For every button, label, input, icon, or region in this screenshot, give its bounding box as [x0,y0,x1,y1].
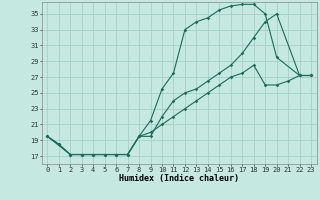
X-axis label: Humidex (Indice chaleur): Humidex (Indice chaleur) [119,174,239,183]
